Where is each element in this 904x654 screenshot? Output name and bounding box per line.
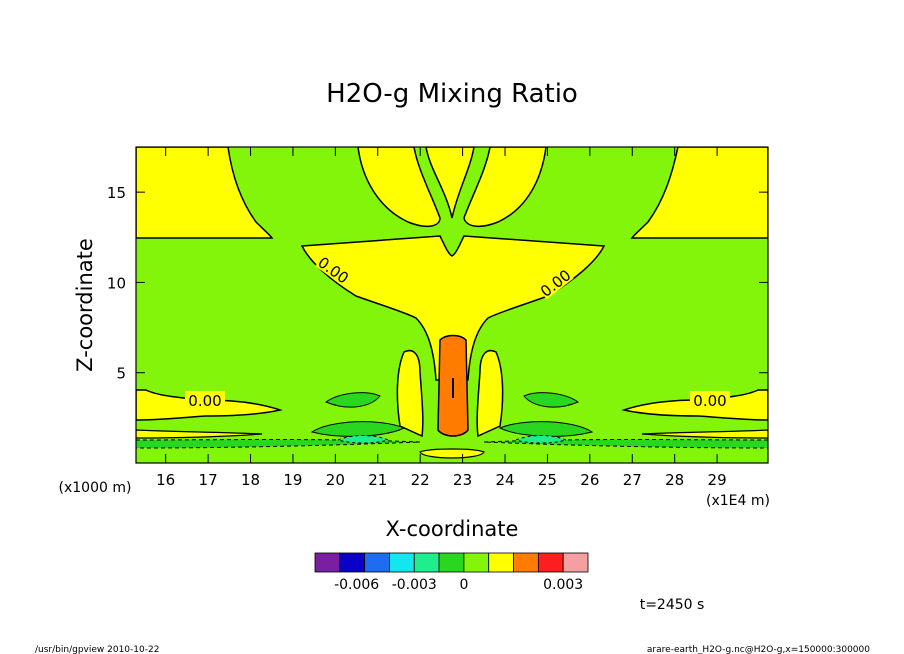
- x-tick-label: 27: [623, 471, 642, 489]
- y-tick-label: 15: [107, 184, 126, 202]
- band-left: [136, 429, 263, 439]
- svg-text:0.00: 0.00: [188, 392, 221, 410]
- colorbar-swatch: [413, 552, 440, 573]
- footer-right: arare-earth_H2O-g.nc@H2O-g,x=150000:3000…: [647, 645, 870, 654]
- region-upper-left: [136, 147, 274, 239]
- y-tick-label: 5: [116, 365, 126, 383]
- x-tick-label: 25: [538, 471, 557, 489]
- chart-title: H2O-g Mixing Ratio: [326, 79, 578, 109]
- x-tick-label: 21: [368, 471, 387, 489]
- colorbar-label: 0: [459, 577, 468, 593]
- colorbar-swatch: [438, 552, 465, 573]
- cyan-pocket-left: [336, 435, 390, 444]
- y-tick-label: 10: [107, 274, 126, 292]
- x-axis-label: X-coordinate: [386, 517, 519, 541]
- time-label: t=2450 s: [640, 597, 705, 613]
- colorbar: -0.006 -0.003 0 0.003: [314, 552, 589, 593]
- x-tick-label: 18: [241, 471, 260, 489]
- x-tick-label: 28: [665, 471, 684, 489]
- colorbar-swatch: [314, 552, 341, 573]
- x-unit-label: (x1E4 m): [706, 493, 770, 509]
- pocket-left-upper: [324, 392, 381, 408]
- axis-ticks: 16 17 18 19 20 21 22 23 24 25 26 27 28 29 5 10 15: [107, 147, 768, 489]
- region-right-column: [476, 349, 504, 438]
- x-tick-label: 29: [708, 471, 727, 489]
- band-right: [641, 429, 768, 439]
- region-upper-lobe-1: [357, 147, 441, 228]
- y-unit-label: (x1000 m): [59, 480, 132, 496]
- surface-yellow-center: [419, 448, 485, 459]
- colorbar-swatch: [537, 552, 564, 573]
- colorbar-swatch: [513, 552, 539, 573]
- colorbar-swatch: [488, 552, 514, 573]
- x-tick-label: 17: [199, 471, 218, 489]
- colorbar-swatch: [562, 552, 589, 573]
- region-left-column: [396, 349, 424, 438]
- x-tick-label: 26: [580, 471, 599, 489]
- region-upper-lobe-2: [425, 147, 475, 219]
- region-upper-lobe-3: [463, 147, 547, 228]
- region-upper-right: [630, 147, 768, 239]
- contour-label-4: 0.00: [690, 391, 730, 410]
- x-tick-label: 16: [156, 471, 175, 489]
- colorbar-label: 0.003: [543, 577, 583, 593]
- x-tick-label: 23: [453, 471, 472, 489]
- x-tick-label: 24: [495, 471, 514, 489]
- contour-label-3: 0.00: [185, 391, 225, 410]
- pocket-left-lower: [310, 421, 406, 437]
- cyan-pocket-right: [514, 435, 568, 444]
- pocket-right-lower: [498, 421, 594, 437]
- svg-text:0.00: 0.00: [693, 392, 726, 410]
- colorbar-label: -0.003: [392, 577, 437, 593]
- plot-frame: [135, 146, 769, 464]
- plot-area: 0.00 0.00 0.00 0.00: [136, 147, 768, 463]
- colorbar-swatch: [339, 552, 366, 573]
- colorbar-label: -0.006: [334, 577, 379, 593]
- colorbar-swatch: [389, 552, 415, 573]
- footer-left: /usr/bin/gpview 2010-10-22: [35, 645, 159, 654]
- colorbar-swatch: [364, 552, 390, 573]
- colorbar-swatch: [463, 552, 490, 573]
- x-tick-label: 22: [411, 471, 430, 489]
- x-tick-label: 20: [326, 471, 345, 489]
- x-tick-label: 19: [283, 471, 302, 489]
- y-axis-label: Z-coordinate: [73, 238, 97, 372]
- pocket-right-upper: [523, 392, 580, 408]
